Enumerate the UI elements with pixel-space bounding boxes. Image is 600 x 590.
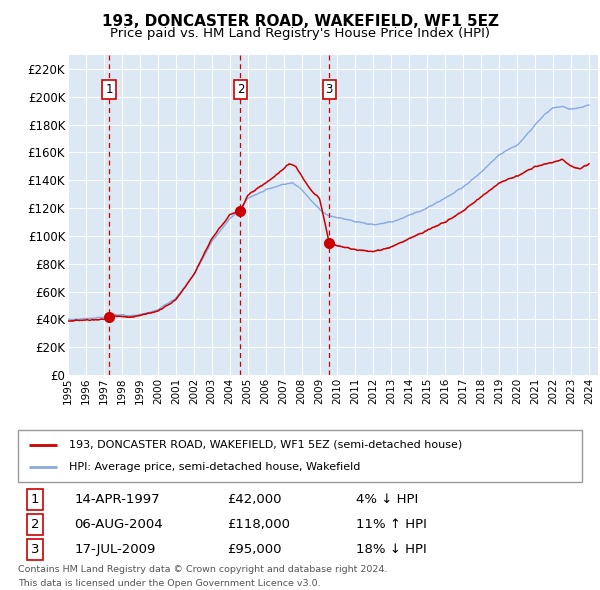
- Text: HPI: Average price, semi-detached house, Wakefield: HPI: Average price, semi-detached house,…: [69, 463, 360, 473]
- Text: 06-AUG-2004: 06-AUG-2004: [74, 518, 163, 531]
- Text: £42,000: £42,000: [227, 493, 281, 506]
- Text: £118,000: £118,000: [227, 518, 290, 531]
- Text: Contains HM Land Registry data © Crown copyright and database right 2024.: Contains HM Land Registry data © Crown c…: [18, 565, 388, 574]
- Text: 4% ↓ HPI: 4% ↓ HPI: [356, 493, 419, 506]
- Text: 193, DONCASTER ROAD, WAKEFIELD, WF1 5EZ (semi-detached house): 193, DONCASTER ROAD, WAKEFIELD, WF1 5EZ …: [69, 440, 462, 450]
- Text: 17-JUL-2009: 17-JUL-2009: [74, 543, 156, 556]
- Text: 18% ↓ HPI: 18% ↓ HPI: [356, 543, 427, 556]
- Text: 3: 3: [326, 83, 333, 96]
- Text: Price paid vs. HM Land Registry's House Price Index (HPI): Price paid vs. HM Land Registry's House …: [110, 27, 490, 40]
- FancyBboxPatch shape: [18, 430, 582, 482]
- Text: 11% ↑ HPI: 11% ↑ HPI: [356, 518, 427, 531]
- Text: 193, DONCASTER ROAD, WAKEFIELD, WF1 5EZ: 193, DONCASTER ROAD, WAKEFIELD, WF1 5EZ: [101, 14, 499, 28]
- Text: 14-APR-1997: 14-APR-1997: [74, 493, 160, 506]
- Text: 1: 1: [31, 493, 39, 506]
- Text: 1: 1: [106, 83, 113, 96]
- Text: 2: 2: [237, 83, 244, 96]
- Text: 2: 2: [31, 518, 39, 531]
- Text: This data is licensed under the Open Government Licence v3.0.: This data is licensed under the Open Gov…: [18, 579, 320, 588]
- Text: 3: 3: [31, 543, 39, 556]
- Text: £95,000: £95,000: [227, 543, 281, 556]
